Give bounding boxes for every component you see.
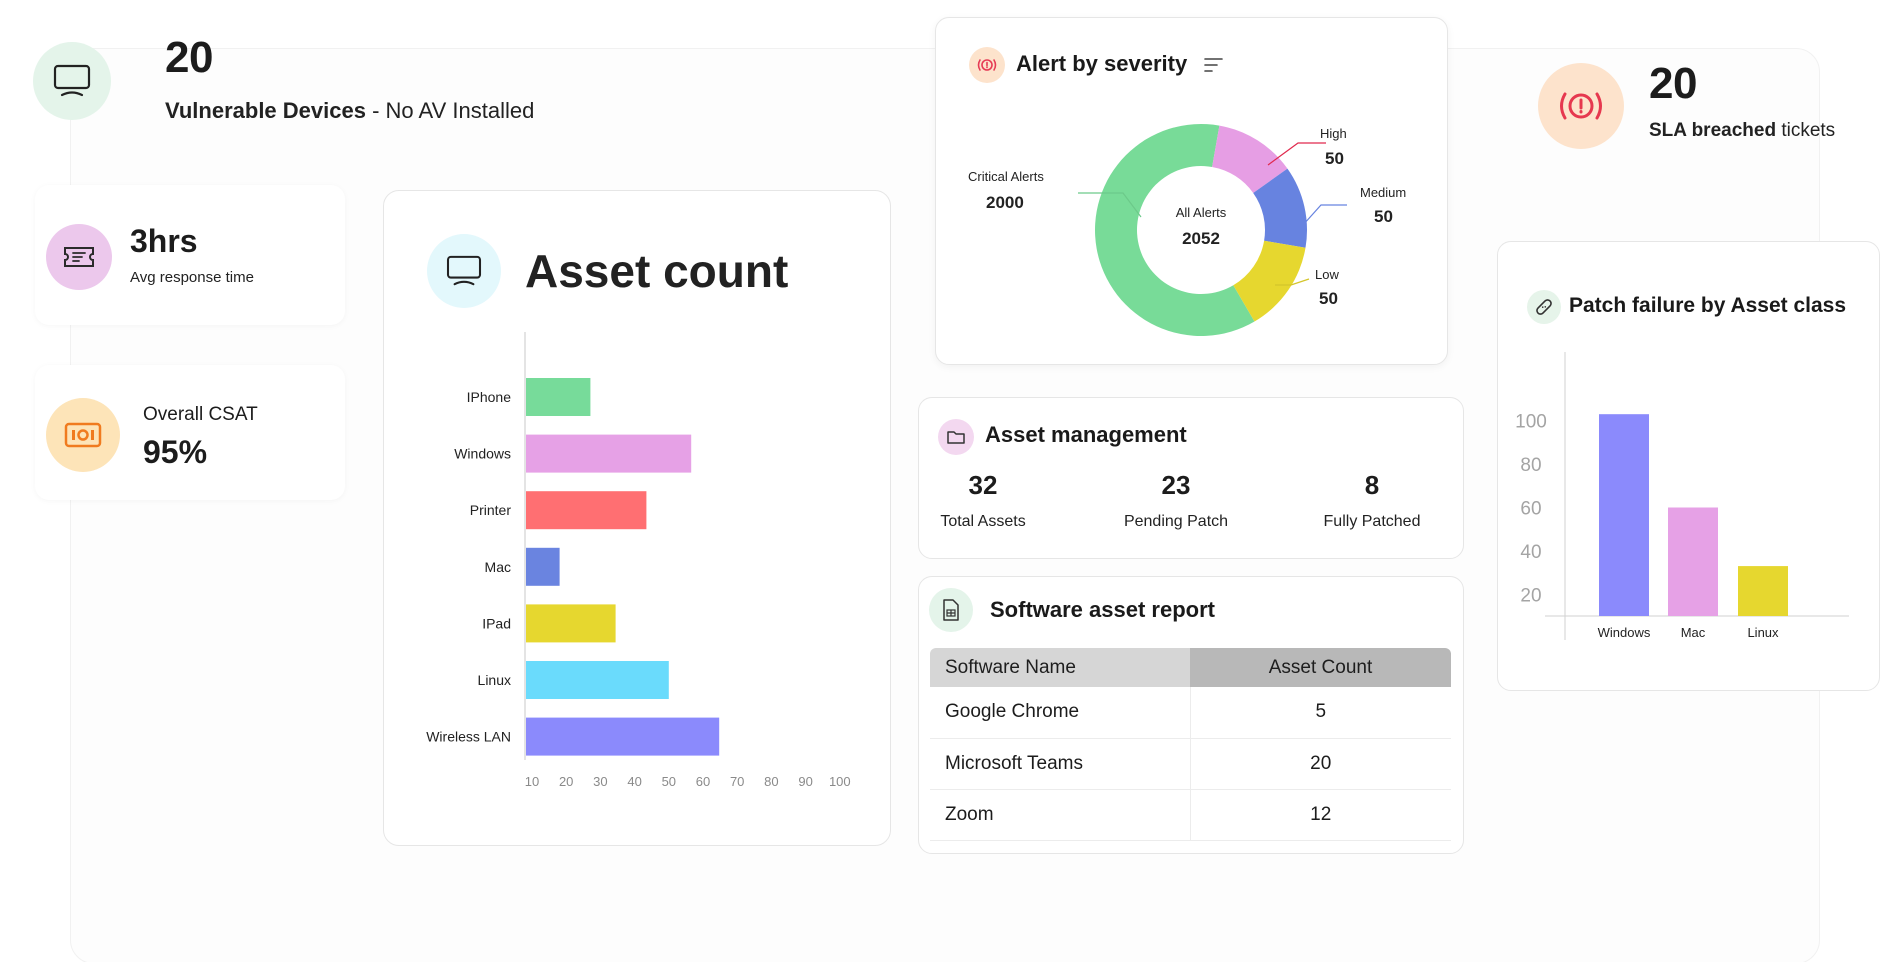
y-tick-label: IPhone xyxy=(467,389,512,405)
bar-wireless-lan xyxy=(526,717,720,756)
donut-slice-medium xyxy=(1253,168,1307,248)
asset-count-title: Asset count xyxy=(525,245,789,297)
filter-lines-icon[interactable] xyxy=(1204,57,1224,73)
alert-donut-chart: All Alerts 2052 Critical Alerts 2000 High 50 M… xyxy=(968,124,1406,337)
asset-management-card xyxy=(918,397,1464,559)
vulnerable-devices-count: 20 xyxy=(165,33,213,82)
software-name-cell: Google Chrome xyxy=(930,687,1191,739)
leader-line-medium xyxy=(1302,204,1347,226)
y-tick-label: Windows xyxy=(454,446,511,462)
ticket-icon xyxy=(46,224,112,290)
x-tick-label: 80 xyxy=(764,774,778,789)
leader-line-critical xyxy=(1078,192,1142,218)
bar-windows xyxy=(526,434,692,473)
donut-center-value: 2052 xyxy=(1182,229,1220,248)
x-tick-label: Windows xyxy=(1598,625,1651,640)
x-tick-label: 20 xyxy=(559,774,573,789)
stat-total-assets: 32 Total Assets xyxy=(940,470,1026,530)
spreadsheet-icon xyxy=(929,588,973,632)
alert-severity-title: Alert by severity xyxy=(1016,51,1188,76)
table-header-row: Software Name Asset Count xyxy=(930,648,1451,687)
donut-label-low: Low xyxy=(1315,267,1339,282)
bar-linux xyxy=(526,661,669,699)
stat-pending-patch: 23 Pending Patch xyxy=(1123,470,1229,530)
bar-printer xyxy=(526,491,647,530)
table-row[interactable]: Zoom 12 xyxy=(930,789,1451,841)
asset-count-cell: 5 xyxy=(1190,687,1451,739)
bar-windows xyxy=(1599,414,1649,616)
bandage-icon xyxy=(1527,290,1561,324)
bar-linux xyxy=(1738,566,1788,616)
x-tick-label: 10 xyxy=(525,774,539,789)
y-tick-label: 100 xyxy=(1515,412,1547,433)
asset-count-cell: 20 xyxy=(1190,738,1451,790)
x-tick-label: Mac xyxy=(1681,625,1706,640)
donut-value-low: 50 xyxy=(1319,289,1338,308)
donut-label-medium: Medium xyxy=(1360,185,1406,200)
csat-value: 95% xyxy=(143,434,208,470)
alert-icon xyxy=(969,47,1005,83)
x-tick-label: 100 xyxy=(829,774,851,789)
x-tick-label: 30 xyxy=(593,774,607,789)
donut-slice-high xyxy=(1212,125,1288,193)
y-tick-label: Printer xyxy=(470,502,512,518)
x-tick-label: 40 xyxy=(627,774,641,789)
folder-icon xyxy=(938,419,974,455)
asset-count-cell: 12 xyxy=(1190,789,1451,841)
response-time-value: 3hrs xyxy=(130,223,198,259)
x-tick-label: 50 xyxy=(662,774,676,789)
table-row[interactable]: Microsoft Teams 20 xyxy=(930,738,1451,790)
y-tick-label: 60 xyxy=(1520,499,1541,520)
donut-center-label: All Alerts xyxy=(1176,205,1227,220)
donut-value-high: 50 xyxy=(1325,149,1344,168)
patch-failure-title: Patch failure by Asset class xyxy=(1569,294,1847,317)
leader-line-low xyxy=(1275,278,1310,286)
donut-slice-low xyxy=(1233,240,1306,322)
y-tick-label: 80 xyxy=(1520,455,1541,476)
leader-line-high xyxy=(1267,142,1326,166)
x-tick-label: 60 xyxy=(696,774,710,789)
x-tick-label: 90 xyxy=(798,774,812,789)
bar-iphone xyxy=(526,378,591,416)
sla-breached-count: 20 xyxy=(1649,59,1697,108)
software-table: Software Name Asset Count Google Chrome … xyxy=(930,648,1451,841)
donut-label-high: High xyxy=(1320,126,1347,141)
y-tick-label: Linux xyxy=(478,672,511,688)
patch-failure-chart: 20 40 60 80 100 Windows Mac Linux xyxy=(1515,352,1849,640)
donut-slice-critical-alerts xyxy=(1095,124,1255,337)
column-header-software[interactable]: Software Name xyxy=(930,648,1190,687)
software-report-title: Software asset report xyxy=(990,597,1215,622)
y-tick-label: Mac xyxy=(485,559,511,575)
x-tick-label: 70 xyxy=(730,774,744,789)
y-tick-label: 40 xyxy=(1520,542,1541,563)
asset-count-chart: IPhone Windows Printer Mac IPad Linux Wireless… xyxy=(426,332,851,789)
monitor-icon xyxy=(427,234,501,308)
csat-label: Overall CSAT xyxy=(143,404,258,425)
asset-management-title: Asset management xyxy=(985,422,1187,447)
bar-mac xyxy=(1668,507,1718,616)
alert-icon xyxy=(1538,63,1624,149)
donut-value-medium: 50 xyxy=(1374,207,1393,226)
donut-label-critical: Critical Alerts xyxy=(968,169,1044,184)
donut-value-critical: 2000 xyxy=(986,193,1024,212)
y-tick-label: IPad xyxy=(482,615,511,631)
y-tick-label: 20 xyxy=(1520,585,1541,606)
sla-breached-label: SLA breached tickets xyxy=(1649,120,1836,141)
bar-ipad xyxy=(526,604,616,643)
x-tick-label: Linux xyxy=(1747,625,1779,640)
monitor-icon xyxy=(33,42,111,120)
software-name-cell: Microsoft Teams xyxy=(930,738,1191,790)
y-tick-label: Wireless LAN xyxy=(426,729,511,745)
bar-mac xyxy=(526,547,560,586)
stat-fully-patched: 8 Fully Patched xyxy=(1323,470,1421,530)
column-header-count[interactable]: Asset Count xyxy=(1190,648,1451,687)
software-name-cell: Zoom xyxy=(930,789,1191,841)
cash-icon xyxy=(46,398,120,472)
response-time-label: Avg response time xyxy=(130,269,254,286)
table-row[interactable]: Google Chrome 5 xyxy=(930,687,1451,739)
vulnerable-devices-label: Vulnerable Devices - No AV Installed xyxy=(165,98,535,123)
